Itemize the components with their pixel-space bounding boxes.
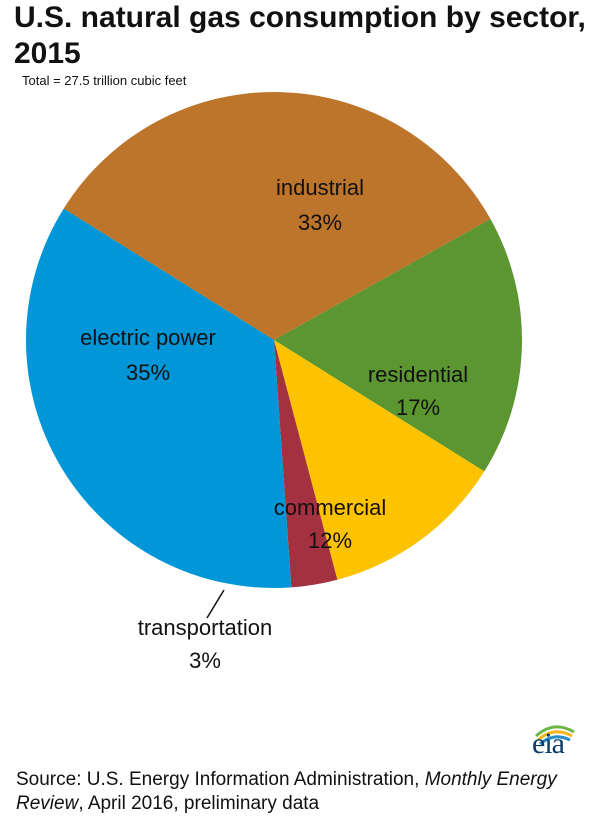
slice-name-commercial: commercial [274, 495, 386, 520]
slice-name-industrial: industrial [276, 175, 364, 200]
leader-line-transportation [206, 589, 225, 619]
eia-logo-text: eia [532, 727, 565, 760]
slice-value-transportation: 3% [189, 648, 221, 673]
slice-name-electric-power: electric power [80, 325, 216, 350]
source-prefix: Source: U.S. Energy Information Administ… [16, 769, 425, 790]
pie-slice-transportation [274, 340, 338, 588]
slice-name-residential: residential [368, 362, 468, 387]
source-publication: Monthly Energy Review [16, 769, 557, 814]
source-note: Source: U.S. Energy Information Administ… [16, 768, 586, 816]
pie-slice-electric-power [26, 208, 292, 588]
slice-value-industrial: 33% [298, 210, 342, 235]
slice-value-commercial: 12% [308, 528, 352, 553]
slice-value-electric-power: 35% [126, 360, 170, 385]
slice-value-residential: 17% [396, 395, 440, 420]
chart-subtitle: Total = 27.5 trillion cubic feet [22, 73, 187, 88]
eia-logo-icon [535, 725, 575, 746]
chart-title: U.S. natural gas consumption by sector, … [14, 1, 586, 70]
source-suffix: , April 2016, preliminary data [78, 793, 320, 814]
pie-slice-commercial [274, 340, 485, 580]
pie-slice-industrial [63, 91, 491, 341]
pie-slice-residential [274, 219, 522, 472]
slice-name-transportation: transportation [138, 615, 273, 640]
